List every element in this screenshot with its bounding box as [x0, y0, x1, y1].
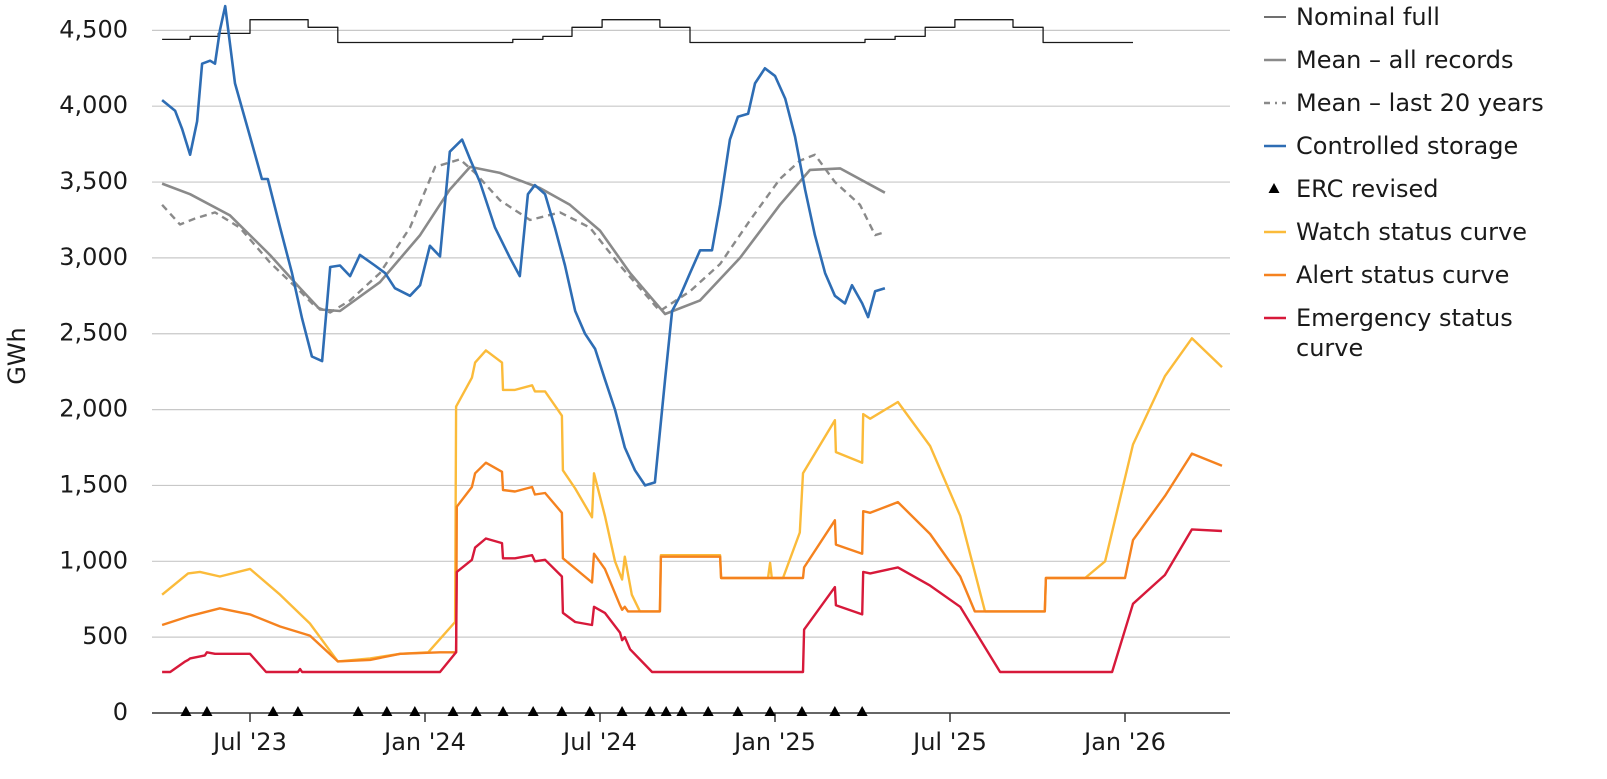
- triangle-marker: [497, 706, 509, 716]
- series-line: [161, 337, 1223, 663]
- triangle-marker: [447, 706, 459, 716]
- legend-marker: [1264, 101, 1286, 105]
- x-tick-label: Jul '25: [911, 728, 987, 756]
- legend-marker: [1264, 16, 1286, 18]
- triangle-marker: [201, 706, 213, 716]
- triangle-marker: [381, 706, 393, 716]
- triangle-marker: [584, 706, 596, 716]
- legend-label: Watch status curve: [1296, 218, 1527, 246]
- triangle-marker: [796, 706, 808, 716]
- y-tick-label: 0: [113, 698, 128, 726]
- series-line: [162, 528, 1223, 674]
- y-tick-label: 2,500: [59, 319, 128, 347]
- legend-triangle: [1268, 183, 1280, 193]
- x-tick-label: Jul '24: [561, 728, 637, 756]
- triangle-marker: [292, 706, 304, 716]
- legend-label: Nominal full: [1296, 3, 1440, 31]
- legend-marker: [1264, 58, 1286, 62]
- legend-marker: [1264, 316, 1286, 320]
- y-tick-label: 3,000: [59, 243, 128, 271]
- series-line: [162, 19, 1133, 44]
- triangle-marker: [470, 706, 482, 716]
- legend-label: Mean – last 20 years: [1296, 89, 1544, 117]
- y-tick-label: 4,500: [59, 15, 128, 43]
- legend-marker: [1264, 144, 1286, 148]
- legend-label: Controlled storage: [1296, 132, 1519, 160]
- legend: Nominal full Mean – all records Mean – las…: [1262, 2, 1602, 362]
- legend-item: Watch status curve: [1262, 217, 1602, 260]
- triangle-marker: [409, 706, 421, 716]
- series-line: [161, 4, 886, 487]
- legend-item: Mean – last 20 years: [1262, 88, 1602, 131]
- x-tick-label: Jul '23: [211, 728, 287, 756]
- triangle-marker: [764, 706, 776, 716]
- triangle-marker: [527, 706, 539, 716]
- legend-item: Emergency status curve: [1262, 303, 1602, 362]
- triangle-marker: [702, 706, 714, 716]
- legend-marker: [1268, 183, 1280, 193]
- legend-item: ERC revised: [1262, 174, 1602, 217]
- chart: GWh 0 500 1,000 1,500 2,000 2,500 3,000 3,500 4,…: [3, 4, 1230, 756]
- series-line: [161, 452, 1223, 663]
- y-tick-label: 500: [82, 622, 128, 650]
- legend-item: Mean – all records: [1262, 45, 1602, 88]
- legend-label: ERC revised: [1296, 175, 1439, 203]
- triangle-marker: [616, 706, 628, 716]
- x-tick-label: Jan '24: [382, 728, 466, 756]
- triangle-marker: [676, 706, 688, 716]
- y-axis-label: GWh: [3, 327, 31, 385]
- y-tick-label: 2,000: [59, 395, 128, 423]
- triangle-marker: [856, 706, 868, 716]
- x-tick-label: Jan '25: [732, 728, 816, 756]
- triangle-marker: [267, 706, 279, 716]
- legend-label: Mean – all records: [1296, 46, 1514, 74]
- legend-item: Alert status curve: [1262, 260, 1602, 303]
- triangle-marker: [644, 706, 656, 716]
- y-tick-label: 1,500: [59, 470, 128, 498]
- y-tick-label: 1,000: [59, 546, 128, 574]
- x-tick-label: Jan '26: [1082, 728, 1166, 756]
- triangle-marker: [556, 706, 568, 716]
- y-tick-label: 4,000: [59, 91, 128, 119]
- y-tick-label: 3,500: [59, 167, 128, 195]
- triangle-marker: [352, 706, 364, 716]
- triangle-marker: [660, 706, 672, 716]
- triangle-marker: [180, 706, 192, 716]
- legend-label: Emergency status curve: [1296, 304, 1513, 362]
- triangle-marker: [732, 706, 744, 716]
- legend-item: Nominal full: [1262, 2, 1602, 45]
- series-line: [161, 165, 886, 316]
- legend-marker: [1264, 273, 1286, 277]
- legend-label: Alert status curve: [1296, 261, 1510, 289]
- legend-item: Controlled storage: [1262, 131, 1602, 174]
- legend-marker: [1264, 230, 1286, 234]
- triangle-marker: [829, 706, 841, 716]
